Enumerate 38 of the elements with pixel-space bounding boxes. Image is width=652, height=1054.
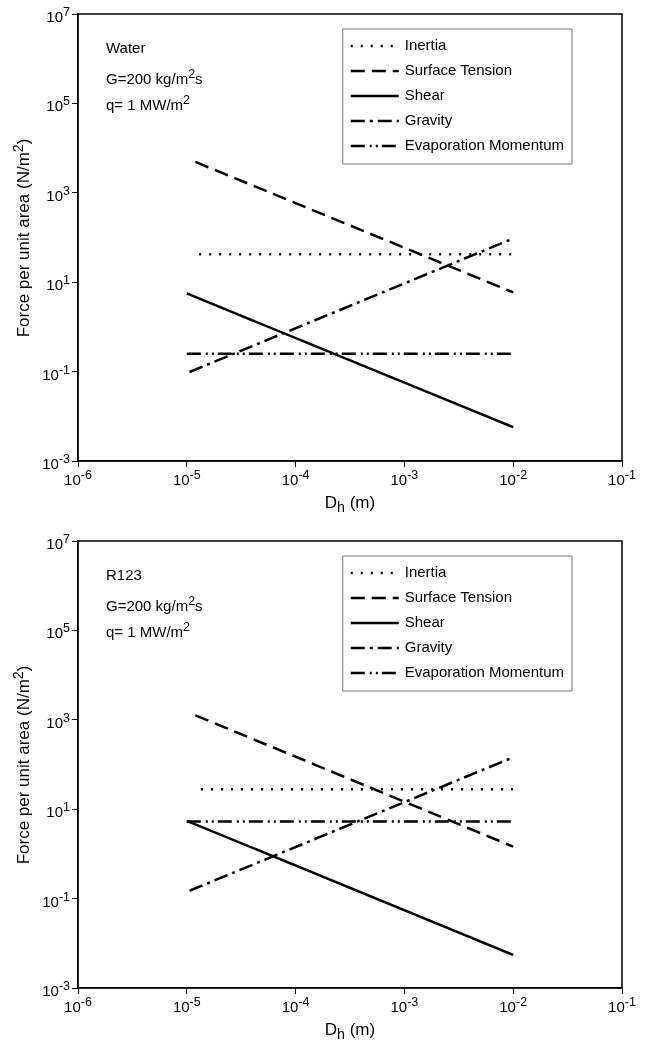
legend-label: Gravity <box>404 638 453 656</box>
x-tick-label: 10$^{-5}$ <box>172 994 201 1016</box>
x-tick-label: 10$^{-5}$ <box>172 467 201 489</box>
annotation: Water <box>106 38 146 58</box>
x-tick-label: 10$^{-1}$ <box>608 467 636 489</box>
y-tick-label: 10$^{7}$ <box>46 3 70 26</box>
y-tick-label: 10$^{7}$ <box>46 530 70 553</box>
y-tick-label: 10$^{-1}$ <box>42 888 70 911</box>
legend-label: Surface Tension <box>404 588 513 606</box>
legend-label: Inertia <box>404 563 448 581</box>
y-tick-label: 10$^{5}$ <box>46 92 70 115</box>
x-tick-label: 10$^{-1}$ <box>608 994 636 1016</box>
x-tick-label: 10$^{-4}$ <box>281 467 310 489</box>
x-tick-label: 10$^{-3}$ <box>390 467 419 489</box>
y-tick-label: 10$^{1}$ <box>46 271 70 294</box>
legend-label: Gravity <box>404 111 453 129</box>
x-axis-title: D$_{h}$ (m) <box>324 1020 376 1043</box>
x-axis-title: D$_{h}$ (m) <box>324 493 376 516</box>
legend-label: Evaporation Momentum <box>404 136 565 154</box>
y-tick-label: 10$^{3}$ <box>46 709 70 732</box>
y-tick-label: 10$^{3}$ <box>46 182 70 205</box>
annotation: q= 1 MW/m$^{2}$ <box>106 619 191 642</box>
legend-label: Inertia <box>404 36 448 54</box>
y-tick-label: 10$^{1}$ <box>46 798 70 821</box>
annotation: q= 1 MW/m$^{2}$ <box>106 92 191 115</box>
legend-label: Shear <box>404 86 445 104</box>
x-tick-label: 10$^{-2}$ <box>499 467 528 489</box>
x-tick-label: 10$^{-4}$ <box>281 994 310 1016</box>
y-tick-label: 10$^{5}$ <box>46 619 70 642</box>
legend-label: Evaporation Momentum <box>404 663 565 681</box>
y-tick-label: 10$^{-1}$ <box>42 361 70 384</box>
annotation: G=200 kg/m$^{2}$s <box>106 66 203 89</box>
x-tick-label: 10$^{-3}$ <box>390 994 419 1016</box>
x-tick-label: 10$^{-2}$ <box>499 994 528 1016</box>
annotation: R123 <box>106 565 142 585</box>
legend-label: Surface Tension <box>404 61 513 79</box>
legend-label: Shear <box>404 613 445 631</box>
annotation: G=200 kg/m$^{2}$s <box>106 593 203 616</box>
